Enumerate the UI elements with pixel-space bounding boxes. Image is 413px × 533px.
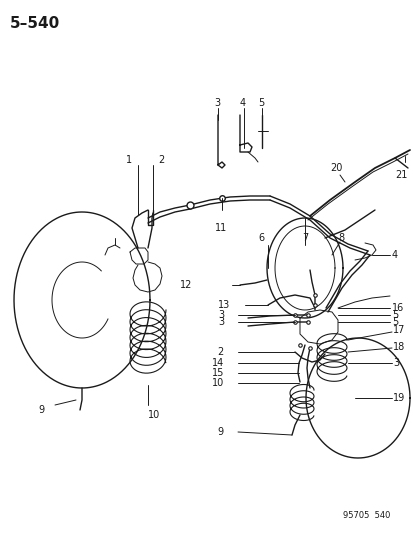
Text: 10: 10: [211, 378, 223, 388]
Text: 5: 5: [391, 317, 397, 327]
Text: 15: 15: [211, 368, 223, 378]
Text: 6: 6: [257, 233, 263, 243]
Text: 95705  540: 95705 540: [342, 511, 389, 520]
Text: 9: 9: [38, 405, 44, 415]
Text: 10: 10: [147, 410, 160, 420]
Text: 7: 7: [301, 233, 308, 243]
Text: 11: 11: [214, 223, 227, 233]
Text: 13: 13: [217, 300, 230, 310]
Text: 12: 12: [180, 280, 192, 290]
Text: 5: 5: [257, 98, 263, 108]
Text: 2: 2: [217, 347, 223, 357]
Text: 8: 8: [337, 233, 343, 243]
Text: 2: 2: [158, 155, 164, 165]
Text: 5–540: 5–540: [10, 16, 60, 31]
Text: 4: 4: [240, 98, 246, 108]
Text: 3: 3: [217, 317, 223, 327]
Text: 18: 18: [392, 342, 404, 352]
Text: 3: 3: [217, 310, 223, 320]
Text: 20: 20: [329, 163, 342, 173]
Text: 1: 1: [126, 155, 132, 165]
Text: 4: 4: [391, 250, 397, 260]
Text: 9: 9: [217, 427, 223, 437]
Text: 3: 3: [392, 358, 398, 368]
Text: 19: 19: [392, 393, 404, 403]
Text: 17: 17: [392, 325, 404, 335]
Text: 21: 21: [394, 170, 406, 180]
Text: 5: 5: [391, 310, 397, 320]
Text: 3: 3: [214, 98, 220, 108]
Text: 14: 14: [211, 358, 223, 368]
Text: 16: 16: [391, 303, 403, 313]
